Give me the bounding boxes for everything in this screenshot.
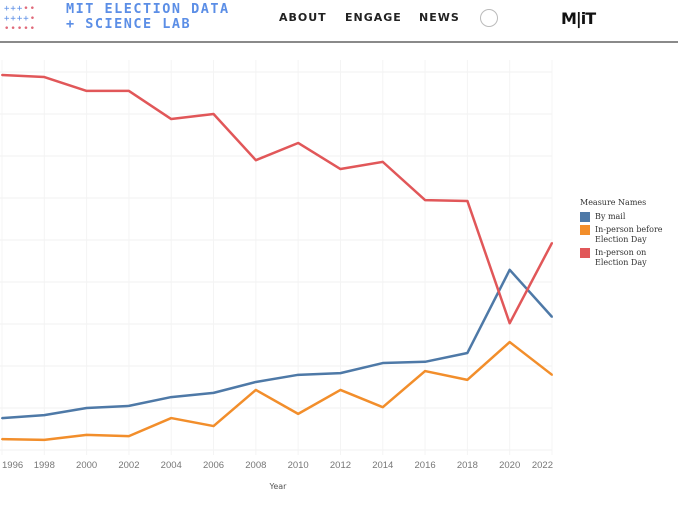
- x-tick-label: 2012: [330, 460, 351, 471]
- x-axis-label: Year: [269, 482, 288, 491]
- data-point: [127, 89, 130, 92]
- data-point: [508, 268, 511, 271]
- data-point: [212, 113, 215, 115]
- data-point: [43, 76, 46, 79]
- data-point: [339, 388, 342, 391]
- data-point: [127, 435, 130, 438]
- data-point: [551, 241, 553, 244]
- series-line-1: [1, 340, 553, 442]
- x-tick-label: 2016: [415, 460, 436, 471]
- data-point: [85, 407, 88, 409]
- data-point: [254, 159, 257, 162]
- data-point: [466, 351, 469, 354]
- x-tick-label: 2018: [457, 460, 478, 471]
- data-point: [1, 73, 3, 76]
- x-tick-label: 2002: [118, 460, 139, 471]
- series-line-2: [1, 73, 554, 325]
- data-point: [43, 438, 46, 441]
- data-point: [381, 160, 384, 163]
- mit-logo[interactable]: M|iT: [561, 9, 596, 28]
- legend: Measure Names By mail In-person before E…: [580, 198, 676, 271]
- x-tick-label: 1996: [2, 460, 23, 471]
- data-point: [339, 168, 342, 171]
- data-point: [551, 315, 553, 318]
- data-point: [170, 118, 173, 121]
- x-tick-label: 2022: [532, 460, 553, 471]
- data-point: [381, 362, 384, 365]
- data-point: [85, 433, 88, 436]
- x-tick-label: 1998: [34, 460, 55, 471]
- data-point: [212, 425, 215, 428]
- data-point: [424, 199, 427, 202]
- data-point: [170, 396, 173, 399]
- x-tick-label: 2004: [161, 460, 182, 471]
- legend-swatch: [580, 212, 590, 222]
- search-icon[interactable]: [480, 9, 498, 27]
- data-point: [1, 417, 3, 420]
- logo-dots-icon: +++•• ++++• •••••: [4, 4, 37, 34]
- nav-engage[interactable]: ENGAGE: [345, 11, 402, 24]
- site-logo[interactable]: MIT ELECTION DATA + SCIENCE LAB: [66, 2, 230, 32]
- x-tick-label: 2020: [499, 460, 520, 471]
- x-tick-label: 2010: [288, 460, 309, 471]
- data-point: [297, 141, 300, 144]
- data-point: [466, 199, 469, 202]
- x-tick-label: 2008: [245, 460, 266, 471]
- legend-label: In-person before Election Day: [595, 225, 663, 244]
- legend-item-on[interactable]: In-person on Election Day: [580, 248, 676, 268]
- data-point: [127, 404, 130, 407]
- data-point: [254, 388, 257, 391]
- data-point: [43, 414, 46, 417]
- series-line-0: [1, 268, 553, 420]
- data-point: [381, 406, 384, 409]
- legend-swatch: [580, 225, 590, 235]
- data-point: [339, 372, 342, 375]
- data-point: [1, 438, 3, 441]
- x-tick-label: 2006: [203, 460, 224, 471]
- data-point: [297, 373, 300, 376]
- legend-label: By mail: [595, 212, 626, 221]
- data-point: [85, 89, 88, 92]
- data-point: [212, 391, 215, 394]
- legend-item-by-mail[interactable]: By mail: [580, 212, 676, 222]
- data-point: [508, 322, 511, 325]
- logo-line-1: MIT ELECTION DATA: [66, 1, 230, 17]
- legend-swatch: [580, 248, 590, 258]
- data-point: [254, 380, 257, 383]
- legend-label: In-person on Election Day: [595, 248, 647, 267]
- logo-line-2: + SCIENCE LAB: [66, 16, 192, 32]
- data-point: [424, 370, 427, 373]
- nav-news[interactable]: NEWS: [419, 11, 460, 24]
- data-point: [508, 341, 511, 344]
- site-header: +++•• ++++• ••••• MIT ELECTION DATA + SCIEN…: [0, 0, 678, 43]
- data-point: [424, 360, 427, 363]
- data-point: [170, 417, 173, 420]
- data-point: [466, 378, 469, 381]
- x-tick-label: 2014: [372, 460, 393, 471]
- legend-item-before[interactable]: In-person before Election Day: [580, 225, 676, 245]
- data-point: [551, 373, 553, 376]
- x-tick-label: 2000: [76, 460, 97, 471]
- nav-about[interactable]: ABOUT: [279, 11, 327, 24]
- data-point: [297, 412, 300, 415]
- legend-title: Measure Names: [580, 198, 647, 207]
